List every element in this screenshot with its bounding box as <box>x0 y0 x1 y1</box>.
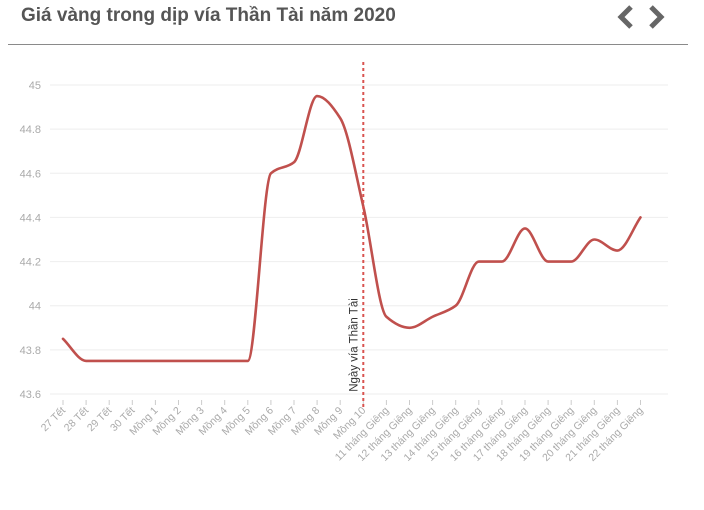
y-tick-label: 43.6 <box>20 389 41 401</box>
y-tick-label: 44.4 <box>20 212 41 224</box>
data-point <box>454 304 458 308</box>
data-point <box>269 171 273 175</box>
data-point <box>477 260 481 264</box>
chart-title: Giá vàng trong dịp vía Thần Tài năm 2020 <box>21 5 396 26</box>
data-point <box>130 359 134 363</box>
y-tick-label: 44.6 <box>20 168 41 180</box>
data-point <box>592 238 596 242</box>
data-point <box>177 359 181 363</box>
x-tick-label: 29 Tết <box>85 405 114 434</box>
data-point <box>523 226 527 230</box>
data-point <box>84 359 88 363</box>
data-point <box>408 326 412 330</box>
chevron-right-icon <box>649 5 665 29</box>
data-point <box>292 160 296 164</box>
data-point <box>223 359 227 363</box>
data-point <box>639 215 643 219</box>
y-tick-label: 45 <box>29 80 41 92</box>
data-point <box>338 116 342 120</box>
data-point <box>200 359 204 363</box>
data-point <box>153 359 157 363</box>
y-tick-label: 44 <box>29 301 41 313</box>
chevron-left-icon <box>617 5 633 29</box>
y-tick-label: 43.8 <box>20 345 41 357</box>
data-point <box>615 249 619 253</box>
x-tick-label: 28 Tết <box>62 405 91 434</box>
data-point <box>107 359 111 363</box>
y-tick-label: 44.8 <box>20 124 41 136</box>
header-divider <box>8 44 688 45</box>
data-point <box>315 94 319 98</box>
prev-button[interactable] <box>614 2 638 32</box>
data-point <box>61 337 65 341</box>
next-button[interactable] <box>644 2 668 32</box>
data-point <box>384 315 388 319</box>
series-line <box>61 94 642 363</box>
data-point <box>246 359 250 363</box>
data-point <box>500 260 504 264</box>
annotation-label: Ngày vía Thần Tài <box>348 298 360 392</box>
chart-header: Giá vàng trong dịp vía Thần Tài năm 2020 <box>0 0 704 46</box>
data-point <box>546 260 550 264</box>
data-point <box>431 315 435 319</box>
y-tick-label: 44.2 <box>20 257 41 269</box>
data-point <box>569 260 573 264</box>
x-tick-label: 27 Tết <box>39 405 68 434</box>
